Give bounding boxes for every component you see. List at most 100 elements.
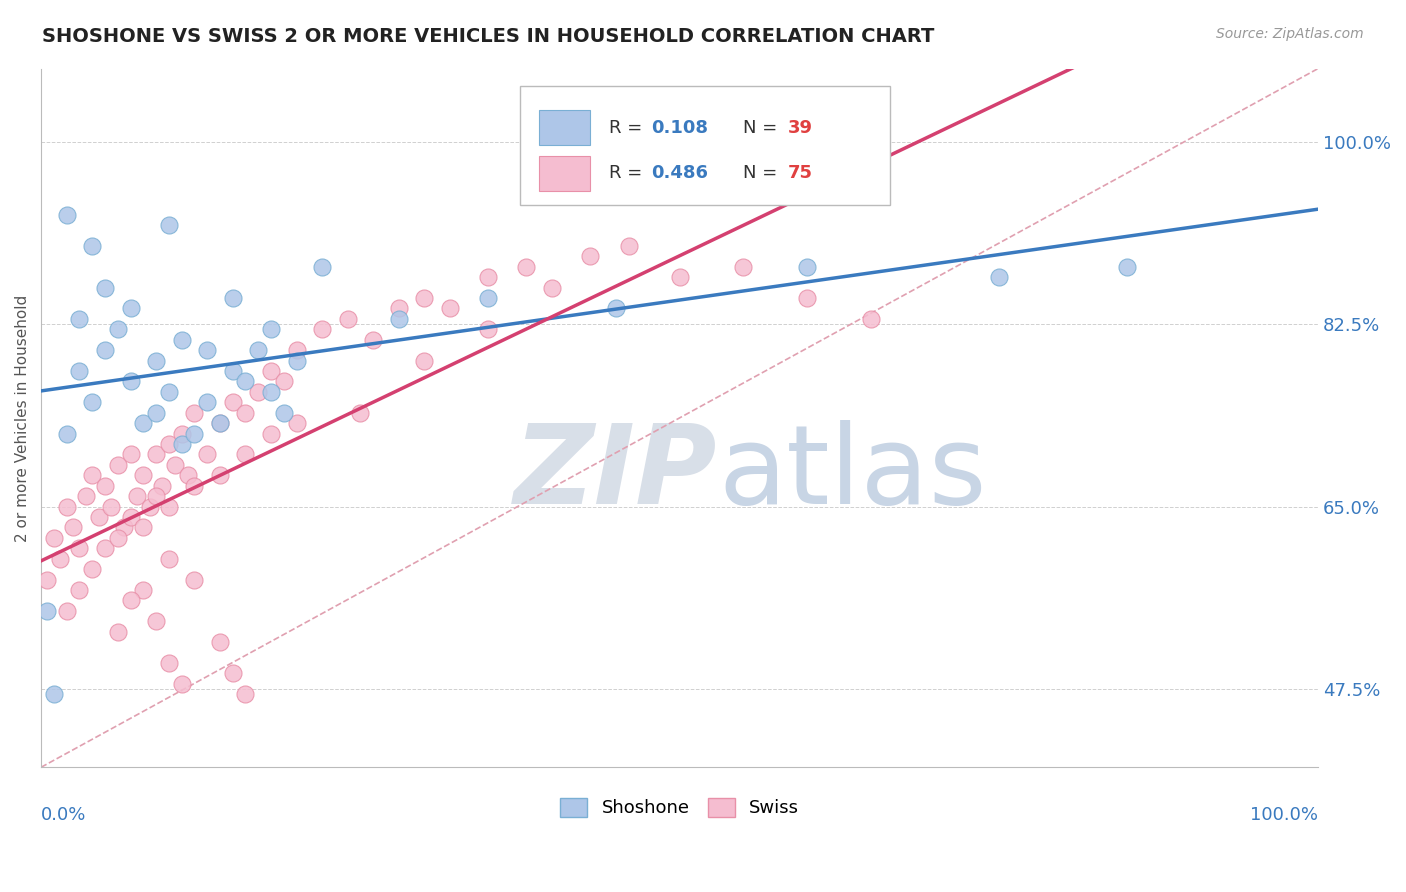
Point: [49, 551, 72, 566]
Point: [62, 520, 84, 534]
Point: [439, 301, 461, 316]
Point: [67, 541, 90, 556]
Point: [138, 500, 160, 514]
Point: [733, 260, 755, 274]
Point: [145, 406, 167, 420]
Text: R =: R =: [609, 164, 648, 182]
Point: [157, 384, 180, 399]
Text: atlas: atlas: [718, 420, 987, 527]
Point: [157, 656, 180, 670]
Text: 100.0%: 100.0%: [1250, 805, 1319, 823]
Point: [107, 624, 129, 639]
Point: [94, 541, 117, 556]
Point: [1115, 260, 1137, 274]
Point: [37, 573, 59, 587]
Point: [177, 468, 200, 483]
Bar: [538, 156, 591, 191]
Text: 0.108: 0.108: [651, 119, 709, 136]
Point: [157, 500, 180, 514]
Text: R =: R =: [609, 119, 648, 136]
Point: [170, 333, 193, 347]
Point: [221, 364, 243, 378]
Point: [67, 582, 90, 597]
Point: [247, 384, 270, 399]
Text: N =: N =: [744, 164, 783, 182]
Point: [477, 322, 499, 336]
Point: [183, 478, 205, 492]
Point: [145, 614, 167, 628]
Point: [361, 333, 384, 347]
Point: [336, 311, 359, 326]
Legend: Shoshone, Swiss: Shoshone, Swiss: [553, 791, 807, 824]
Point: [82, 239, 104, 253]
Point: [311, 322, 333, 336]
Point: [55, 500, 77, 514]
Point: [157, 437, 180, 451]
Point: [273, 406, 295, 420]
Point: [67, 311, 90, 326]
Point: [285, 343, 308, 357]
Point: [477, 270, 499, 285]
Point: [235, 447, 257, 461]
Point: [285, 416, 308, 430]
Point: [208, 635, 231, 649]
Point: [260, 426, 283, 441]
Point: [42, 531, 65, 545]
Point: [132, 582, 155, 597]
Point: [157, 218, 180, 232]
Point: [617, 239, 640, 253]
Point: [796, 260, 818, 274]
Point: [541, 280, 564, 294]
Point: [145, 489, 167, 503]
Point: [579, 249, 602, 263]
Point: [120, 375, 142, 389]
Point: [605, 301, 627, 316]
Point: [120, 447, 142, 461]
Point: [94, 343, 117, 357]
Point: [55, 207, 77, 221]
Point: [145, 353, 167, 368]
Text: 39: 39: [789, 119, 813, 136]
Point: [235, 406, 257, 420]
Point: [221, 666, 243, 681]
Point: [120, 301, 142, 316]
Point: [132, 468, 155, 483]
Point: [273, 375, 295, 389]
Point: [285, 353, 308, 368]
Point: [165, 458, 187, 472]
Point: [247, 343, 270, 357]
Point: [132, 520, 155, 534]
Point: [195, 343, 218, 357]
Point: [515, 260, 537, 274]
Point: [235, 375, 257, 389]
Point: [55, 426, 77, 441]
Point: [82, 468, 104, 483]
Point: [208, 416, 231, 430]
Bar: [538, 111, 591, 145]
Point: [82, 395, 104, 409]
Text: N =: N =: [744, 119, 783, 136]
Point: [195, 395, 218, 409]
Point: [170, 426, 193, 441]
Text: Source: ZipAtlas.com: Source: ZipAtlas.com: [1216, 27, 1364, 41]
Point: [987, 270, 1010, 285]
Point: [413, 291, 436, 305]
Text: 0.0%: 0.0%: [41, 805, 87, 823]
Point: [42, 687, 65, 701]
Point: [208, 416, 231, 430]
Point: [94, 280, 117, 294]
Point: [311, 260, 333, 274]
Text: 75: 75: [789, 164, 813, 182]
Point: [94, 478, 117, 492]
Point: [388, 301, 411, 316]
Point: [112, 520, 135, 534]
Point: [413, 353, 436, 368]
Point: [170, 437, 193, 451]
Point: [208, 468, 231, 483]
FancyBboxPatch shape: [520, 86, 890, 205]
Point: [120, 593, 142, 607]
Point: [87, 510, 110, 524]
Point: [221, 395, 243, 409]
Point: [170, 677, 193, 691]
Point: [37, 604, 59, 618]
